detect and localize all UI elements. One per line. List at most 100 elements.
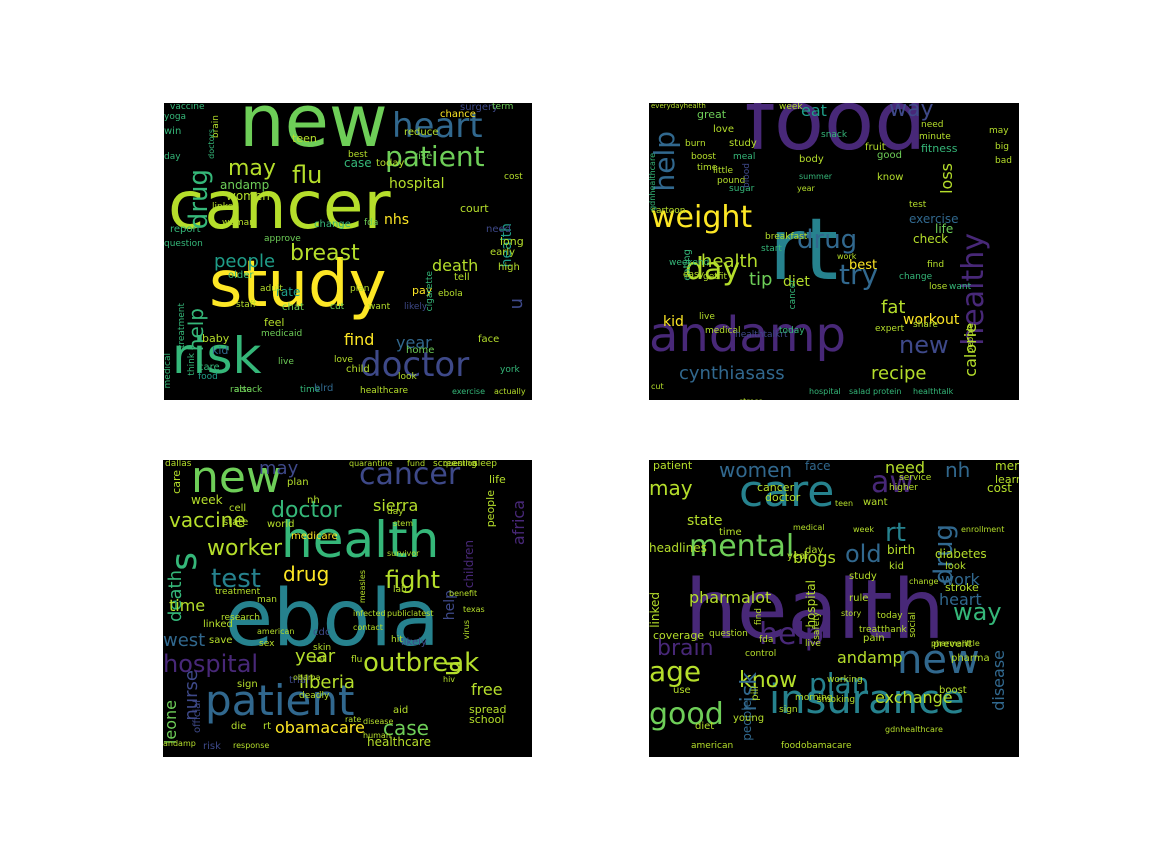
word-cloud-term: healthtalk <box>913 387 954 396</box>
word-cloud-term: look <box>945 561 966 572</box>
word-cloud-term: new <box>897 637 980 683</box>
word-cloud-term: check <box>913 232 949 246</box>
word-cloud-term: outbreak <box>363 648 480 678</box>
word-cloud-term: life <box>935 222 954 236</box>
word-cloud-term: blood <box>742 163 752 188</box>
word-cloud-term: adult <box>260 284 283 294</box>
word-cloud-term: morning <box>795 693 833 703</box>
word-cloud-term: flu <box>292 161 323 189</box>
word-cloud-term: food <box>781 741 801 751</box>
word-cloud-term: coverage <box>653 629 705 642</box>
word-cloud-term: trial <box>289 675 309 686</box>
word-cloud-term: american <box>257 627 295 636</box>
word-cloud-term: best <box>348 150 368 160</box>
word-cloud-term: medical <box>164 353 173 389</box>
word-cloud-term: fitness <box>921 142 958 155</box>
word-cloud-term: doctor <box>765 491 801 504</box>
word-cloud-term: may <box>649 476 693 500</box>
word-cloud-term: cost <box>987 481 1012 495</box>
word-cloud-term: west <box>163 630 206 651</box>
word-cloud-term: people <box>484 490 497 528</box>
word-cloud-term: old <box>845 540 882 568</box>
word-cloud-term: yoga <box>164 112 187 122</box>
word-cloud-term: ebola <box>225 574 440 664</box>
word-cloud-term: aid <box>393 705 409 716</box>
word-cloud-term: weekend <box>669 258 710 268</box>
word-cloud-term: feel <box>264 316 285 329</box>
word-cloud-term: brain <box>657 636 714 661</box>
word-cloud-term: rule <box>849 593 869 604</box>
word-cloud-term: people <box>966 323 976 354</box>
word-cloud-term: treat <box>859 625 881 635</box>
word-cloud-term: sleep <box>473 460 497 469</box>
word-cloud-term: doctors <box>207 129 216 159</box>
word-cloud-term: face <box>478 334 500 345</box>
word-cloud-term: need <box>885 460 925 477</box>
word-cloud-term: measles <box>358 570 367 604</box>
word-cloud-term: teen <box>835 499 854 508</box>
word-cloud-term: hospital <box>163 650 259 678</box>
word-cloud-term: day <box>387 507 404 517</box>
word-cloud-term: age <box>649 655 702 688</box>
word-cloud-term: home <box>406 345 435 356</box>
word-cloud-term: nh <box>307 495 320 506</box>
word-cloud-term: women <box>719 460 793 482</box>
word-cloud-term: medicaid <box>261 329 303 339</box>
word-cloud-term: children <box>462 540 476 589</box>
word-cloud-term: test <box>211 564 261 594</box>
word-cloud-term: want <box>368 302 391 312</box>
word-cloud-term: medicare <box>291 531 338 542</box>
word-cloud-term: live <box>805 639 821 649</box>
word-cloud-term: rt <box>769 200 839 300</box>
word-cloud-term: new <box>239 103 388 163</box>
word-cloud-term: texas <box>463 605 485 614</box>
word-cloud-term: diet <box>695 721 715 732</box>
word-cloud-term: medical <box>793 523 825 532</box>
word-cloud-term: africa <box>509 500 528 546</box>
word-cloud-term: world <box>267 519 295 530</box>
word-cloud-term: vaccine <box>170 103 205 112</box>
word-cloud-term: heart <box>939 590 982 609</box>
word-cloud-term: question <box>164 239 203 249</box>
word-cloud-term: new <box>191 460 282 503</box>
word-cloud-term: day <box>164 152 181 162</box>
word-cloud-term: start <box>761 244 782 254</box>
word-cloud-term: men <box>995 460 1019 473</box>
word-cloud-term: try <box>839 258 879 291</box>
word-cloud-term: spread <box>469 703 507 716</box>
word-cloud-term: everydayhealth <box>651 103 706 110</box>
word-cloud-term: andamp <box>163 739 196 748</box>
word-cloud-term: deadly <box>299 691 330 701</box>
word-cloud-term: linked <box>212 202 239 212</box>
word-cloud-term: obamacare <box>275 718 365 737</box>
word-cloud-term: protein <box>873 387 902 396</box>
word-cloud-term: diabetes <box>935 547 987 561</box>
word-cloud-term: sign <box>237 679 258 690</box>
word-cloud-term: hospital <box>389 176 445 192</box>
word-cloud-term: healthcare <box>360 386 408 396</box>
word-cloud-term: cost <box>504 172 523 182</box>
word-cloud-term: need <box>921 120 944 130</box>
word-cloud-term: obamacare <box>801 741 852 751</box>
word-cloud-term: cancer <box>757 481 795 494</box>
word-cloud-term: learn <box>995 473 1019 486</box>
word-cloud-term: cancer <box>788 279 798 310</box>
word-cloud-term: screening <box>433 460 477 469</box>
word-cloud-term: woman <box>222 218 255 228</box>
word-cloud-term: change <box>909 577 939 586</box>
word-cloud-term: worker <box>207 536 283 561</box>
word-cloud-term: sex <box>259 639 275 649</box>
word-cloud-term: food <box>198 372 218 382</box>
word-cloud-term: diet <box>783 274 810 290</box>
word-cloud-term: test <box>909 200 927 210</box>
word-cloud-term: fund <box>407 460 426 468</box>
word-cloud-term: pharmalot <box>689 588 772 607</box>
word-cloud-term: great <box>697 108 727 121</box>
word-cloud-term: treatment <box>215 587 261 597</box>
word-cloud-term: cartoon <box>651 206 686 216</box>
word-cloud-term: death <box>432 256 479 275</box>
word-cloud-term: rate <box>345 715 362 724</box>
word-cloud-term: day <box>805 545 824 556</box>
word-cloud-term: lab <box>393 585 407 595</box>
word-cloud-term: week <box>191 493 223 507</box>
